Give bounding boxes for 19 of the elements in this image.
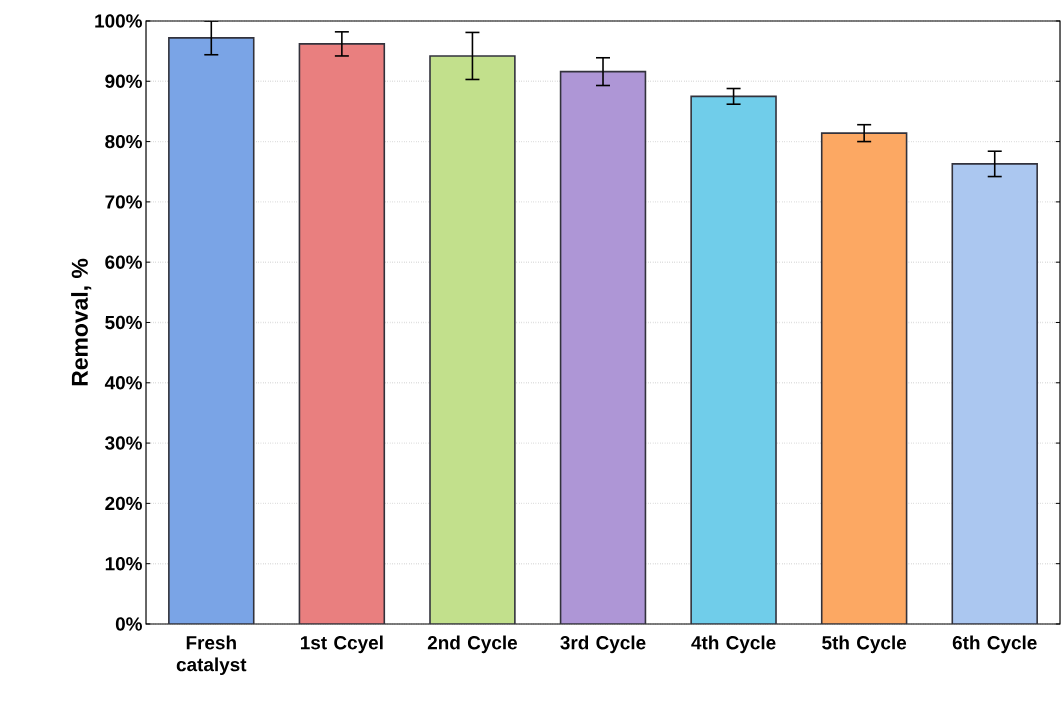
x-tick-label: 2nd Cycle [427,635,518,654]
y-tick-label: 80% [105,134,142,149]
y-tick-label: 40% [104,376,142,390]
y-tick-label: 10% [105,556,142,571]
x-tick-label: 3rd Cycle [560,635,646,654]
y-tick-label: 100% [95,14,142,28]
y-tick-label: 60% [105,255,142,269]
x-tick-label: 6th Cycle [952,635,1037,654]
x-tick-label: 4th Cycle [691,635,776,654]
y-tick-label: 0% [115,617,142,631]
y-tick-label: 50% [105,315,142,330]
y-tick-label: 30% [105,436,142,450]
y-tick-label: 90% [105,74,142,88]
y-tick-label: 20% [105,496,142,511]
x-tick-label: 1st Ccyel [300,635,383,654]
y-axis-title: Removal, % [71,258,92,386]
x-tick-label: Fresh catalyst [176,635,247,676]
y-tick-label: 70% [105,195,142,209]
x-tick-label: 5th Cycle [822,635,907,654]
